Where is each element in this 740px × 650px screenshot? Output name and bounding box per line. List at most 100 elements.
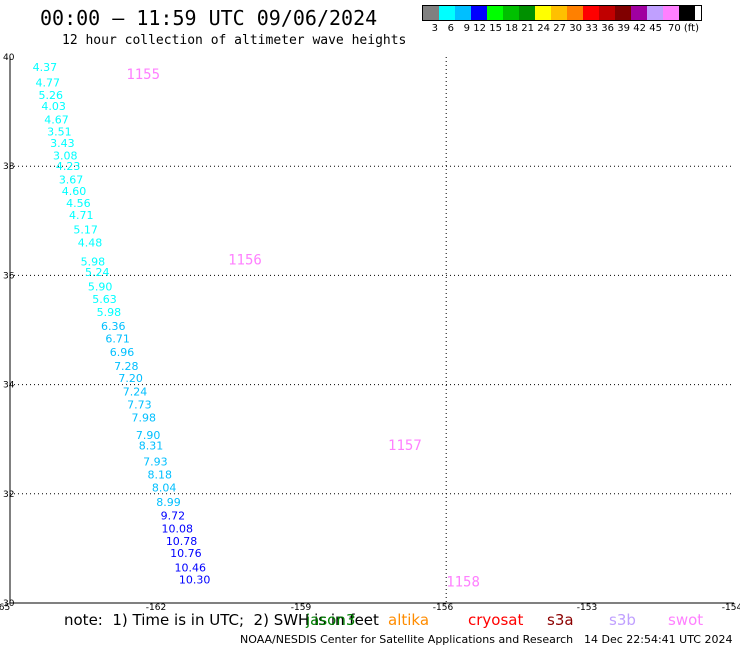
legend-swatch <box>663 6 679 20</box>
swh-point: 4.67 <box>44 114 69 127</box>
plot-frame <box>9 57 734 604</box>
legend-swatch <box>551 6 567 20</box>
y-tick-label: 40 <box>3 53 15 63</box>
legend-tick-label: 36 <box>601 23 614 34</box>
satellite-jason3: jason3 <box>306 611 356 629</box>
swh-point: 5.24 <box>85 266 110 279</box>
swh-point: 4.37 <box>33 61 58 74</box>
pass-time-label: 1158 <box>446 575 480 591</box>
legend-swatch <box>583 6 599 20</box>
legend-tick-label: 24 <box>537 23 550 34</box>
swh-point: 5.90 <box>88 281 113 294</box>
legend-swatches <box>422 5 702 21</box>
swh-point: 10.76 <box>170 547 202 560</box>
swh-point: 10.30 <box>179 573 211 586</box>
y-tick-label: 36 <box>3 271 15 281</box>
swh-point: 3.43 <box>50 137 75 150</box>
satellite-swot: swot <box>668 611 704 629</box>
swh-point: 5.98 <box>81 256 106 269</box>
satellite-cryosat: cryosat <box>468 611 524 629</box>
legend-swatch <box>503 6 519 20</box>
legend-tick-label: 15 <box>489 23 502 34</box>
legend-swatch <box>631 6 647 20</box>
legend-swatch <box>599 6 615 20</box>
legend-swatch <box>519 6 535 20</box>
legend-tick-label: 9 <box>463 23 470 34</box>
legend-tick-label: 21 <box>521 23 534 34</box>
swh-point: 5.63 <box>92 293 117 306</box>
swh-point: 7.20 <box>118 372 143 385</box>
swh-point: 7.24 <box>123 386 148 399</box>
swh-point: 10.78 <box>166 535 198 548</box>
legend-swatch <box>439 6 455 20</box>
page-subtitle: 12 hour collection of altimeter wave hei… <box>62 33 407 48</box>
x-tick-label: -156 <box>433 603 454 613</box>
swh-point: 7.98 <box>132 412 157 425</box>
legend-swatch <box>423 6 439 20</box>
swh-point: 4.56 <box>66 197 91 210</box>
footer-date: 14 Dec 22:54:41 UTC 2024 <box>584 633 733 646</box>
pass-time-label: 1156 <box>228 252 262 268</box>
pass-time-label: 1155 <box>126 67 160 83</box>
swh-point: 4.60 <box>62 185 87 198</box>
swh-point: 7.73 <box>127 399 152 412</box>
satellite-altika: altika <box>388 611 430 629</box>
grid-lines <box>10 57 734 603</box>
swh-point: 3.08 <box>53 150 78 163</box>
y-tick-label: 32 <box>3 490 14 500</box>
swh-point: 7.90 <box>136 429 161 442</box>
legend-swatch <box>615 6 631 20</box>
x-tick-label: -159 <box>291 603 312 613</box>
swh-point: 7.28 <box>114 360 139 373</box>
y-tick-label: 30 <box>3 599 15 609</box>
swh-point: 4.77 <box>36 76 61 89</box>
pass-time-labels: 1155115611571158045204530454045500380039 <box>126 67 480 591</box>
swh-point: 8.31 <box>139 440 164 453</box>
swh-point: 4.03 <box>41 100 66 113</box>
swh-point: 10.08 <box>161 523 193 536</box>
y-tick-label: 38 <box>3 162 15 172</box>
swh-points: 4.37 4.775.264.034.673.513.433.084.233.67… <box>33 61 211 586</box>
legend-tick-label: 3 <box>431 23 438 34</box>
legend-tick-label: 70 (ft) <box>668 23 699 34</box>
x-tick-label: -162 <box>146 603 166 613</box>
swh-point: 6.36 <box>101 320 126 333</box>
swh-point: 6.71 <box>105 333 130 346</box>
legend-tick-label: 18 <box>505 23 518 34</box>
legend-swatch <box>487 6 503 20</box>
swh-point: 4.71 <box>69 209 94 222</box>
legend-ticks: 3 6 9 12 15 18 21 24 27 30 33 36 39 42 45 70 (ft) <box>422 23 702 34</box>
swh-point: 7.93 <box>143 455 168 468</box>
footnote: note: 1) Time is in UTC; 2) SWH is in fe… <box>64 611 379 629</box>
swh-point: 9.72 <box>161 509 186 522</box>
satellite-s3a: s3a <box>547 611 574 629</box>
color-legend: 3 6 9 12 15 18 21 24 27 30 33 36 39 42 45 70 (ft) <box>422 5 702 34</box>
swh-point: 5.98 <box>97 306 122 319</box>
y-tick-label: 34 <box>3 381 15 391</box>
swh-point: 8.04 <box>152 482 177 495</box>
satellite-s3b: s3b <box>609 611 636 629</box>
x-tick-label: -154 <box>722 603 740 613</box>
legend-tick-label: 27 <box>553 23 566 34</box>
swh-point: 4.48 <box>78 236 103 249</box>
legend-swatch <box>535 6 551 20</box>
legend-swatch <box>567 6 583 20</box>
legend-swatch <box>455 6 471 20</box>
x-tick-label: -165 <box>0 603 10 613</box>
legend-tick-label: 39 <box>617 23 630 34</box>
swh-point: 6.96 <box>110 346 135 359</box>
legend-tick-label: 6 <box>447 23 454 34</box>
swh-point: 3.51 <box>47 126 72 139</box>
legend-tick-label: 45 <box>649 23 662 34</box>
legend-swatch <box>647 6 663 20</box>
axis-labels: -165 -162 -159 -156 -153 -154 30 32 34 36 38 40 <box>0 53 740 613</box>
legend-tick-label: 30 <box>569 23 582 34</box>
swh-point: 8.18 <box>148 469 173 482</box>
legend-swatch <box>679 6 695 20</box>
swh-point: 10.46 <box>175 561 207 574</box>
swh-point: 4.23 <box>56 160 81 173</box>
page-title: 00:00 – 11:59 UTC 09/06/2024 <box>40 6 378 30</box>
swh-point: 8.99 <box>156 496 181 509</box>
x-tick-label: -153 <box>577 603 597 613</box>
pass-time-label: 1157 <box>388 438 422 454</box>
